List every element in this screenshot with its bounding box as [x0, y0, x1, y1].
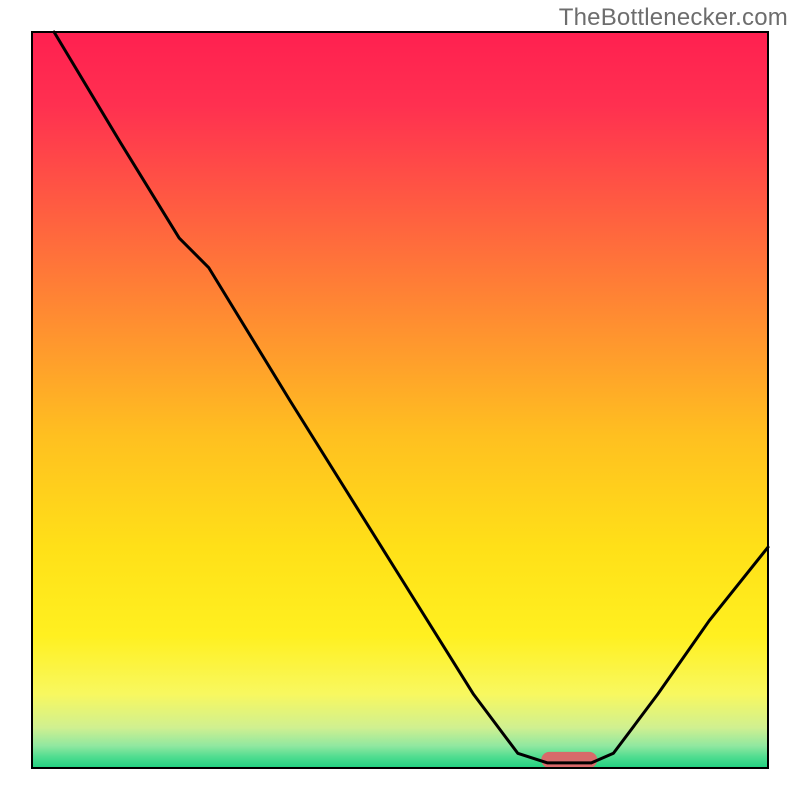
gradient-fill — [32, 32, 768, 768]
watermark-label: TheBottlenecker.com — [559, 4, 788, 32]
chart-container: TheBottlenecker.com — [0, 0, 800, 800]
bottleneck-chart — [0, 0, 800, 800]
optimal-marker — [541, 752, 597, 768]
